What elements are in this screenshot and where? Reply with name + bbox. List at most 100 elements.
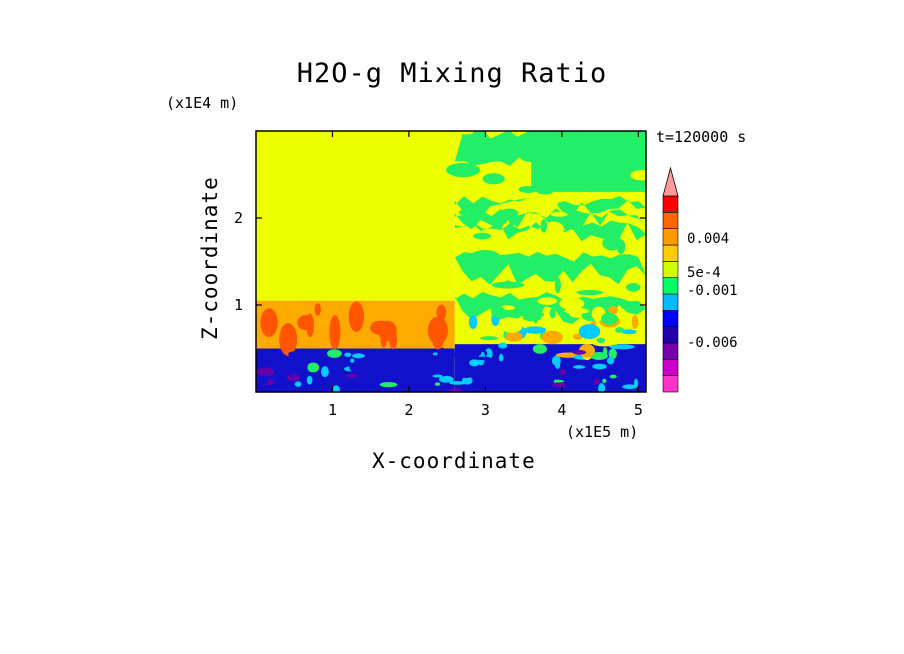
- boundary-patch: [273, 379, 286, 387]
- boundary-patch: [432, 374, 443, 378]
- turbulence-patch: [608, 348, 617, 360]
- boundary-patch: [598, 383, 606, 392]
- field-patch: [559, 297, 585, 310]
- x-axis-ticks: 1 2 3 4 5: [328, 131, 643, 419]
- boundary-patch: [602, 378, 607, 384]
- orange-plume: [377, 320, 397, 341]
- boundary-patch: [554, 359, 561, 369]
- turbulence-patch: [498, 342, 508, 349]
- field-patch: [566, 261, 582, 273]
- boundary-patch: [288, 351, 304, 358]
- orange-plume: [314, 303, 321, 316]
- turbulence-patch: [615, 327, 625, 333]
- field-patch: [491, 281, 525, 289]
- field-patch: [554, 277, 561, 294]
- boundary-patch: [469, 359, 480, 367]
- field-patch: [616, 141, 634, 158]
- colorbar-segment: [662, 244, 679, 262]
- field-patch: [480, 148, 504, 162]
- boundary-patch: [572, 349, 586, 355]
- field-patch: [549, 308, 556, 319]
- colorbar-segment: [662, 228, 679, 246]
- field-patch: [465, 206, 483, 215]
- field-patch: [630, 169, 646, 181]
- field-patch: [500, 208, 519, 219]
- field-patch: [525, 195, 559, 211]
- field-patch: [626, 282, 641, 292]
- boundary-patch: [569, 364, 575, 372]
- boundary-patch: [442, 351, 453, 355]
- orange-plume: [432, 329, 444, 350]
- field-patch: [537, 190, 553, 195]
- colorbar-segment: [662, 293, 679, 311]
- field-patch: [458, 209, 468, 216]
- x-tick-label: 1: [328, 401, 337, 419]
- turbulence-patch: [608, 306, 619, 315]
- field-patch: [482, 173, 505, 185]
- boundary-patch: [432, 352, 438, 356]
- chart-title: H2O-g Mixing Ratio: [296, 58, 608, 89]
- colorbar-segment: [662, 310, 679, 327]
- boundary-patch: [257, 375, 269, 385]
- time-label: t=120000 s: [656, 128, 747, 146]
- x-tick-label: 2: [404, 401, 413, 419]
- field-patch: [478, 263, 488, 273]
- heatmap-field: [256, 131, 646, 392]
- orange-plume: [279, 322, 298, 356]
- x-tick-label: 4: [557, 401, 566, 419]
- x-axis-label: X-coordinate: [372, 449, 536, 473]
- boundary-patch: [320, 366, 329, 378]
- turbulence-patch: [522, 314, 542, 322]
- field-patch: [540, 219, 548, 233]
- boundary-patch: [498, 353, 504, 362]
- orange-plume: [348, 301, 365, 332]
- boundary-patch: [358, 381, 367, 385]
- colorbar-segment: [662, 326, 679, 344]
- x-tick-label: 5: [634, 401, 643, 419]
- field-patch: [586, 176, 596, 193]
- plot-frame: [255, 130, 647, 393]
- turbulence-patch: [500, 320, 523, 333]
- boundary-patch: [350, 358, 355, 363]
- field-patch: [543, 221, 565, 237]
- field-patch: [602, 235, 623, 251]
- turbulence-patch: [505, 331, 523, 342]
- boundary-patch: [540, 374, 555, 386]
- boundary-patch: [438, 375, 454, 383]
- green-band: [454, 195, 646, 218]
- boundary-patch: [475, 356, 491, 361]
- boundary-patch: [379, 381, 398, 388]
- turbulence-patch: [564, 307, 589, 315]
- turbulence-patch: [627, 335, 646, 341]
- orange-plume: [436, 304, 447, 321]
- boundary-patch: [256, 367, 275, 377]
- orange-plume: [329, 315, 341, 350]
- boundary-patch: [454, 351, 459, 359]
- boundary-patch: [439, 347, 446, 357]
- boundary-patch: [327, 349, 342, 358]
- orange-plume: [306, 313, 314, 338]
- colorbar-tick-label: 5e-4: [687, 265, 721, 281]
- colorbar-segment: [662, 375, 679, 393]
- field-patch: [470, 249, 500, 263]
- boundary-patch: [307, 362, 320, 373]
- boundary-patch: [306, 375, 313, 385]
- boundary-patch: [460, 373, 472, 378]
- turbulence-patch: [480, 336, 499, 341]
- turbulence-patch: [484, 348, 493, 360]
- field-patch: [550, 211, 568, 217]
- boundary-patch: [393, 357, 405, 367]
- field-patch: [580, 160, 599, 170]
- turbulence-patch: [631, 315, 639, 330]
- turbulence-patch: [541, 330, 563, 345]
- boundary-patch: [332, 385, 341, 392]
- turbulence-patch: [578, 323, 601, 340]
- colorbar-segment: [662, 261, 679, 278]
- colorbar-segment: [662, 277, 679, 295]
- field-patch: [537, 297, 558, 305]
- colorbar-extend-arrow: [662, 166, 679, 197]
- y-axis-multiplier: (x1E4 m): [166, 94, 239, 112]
- turbulence-patch: [468, 315, 478, 330]
- boundary-patch: [287, 374, 300, 382]
